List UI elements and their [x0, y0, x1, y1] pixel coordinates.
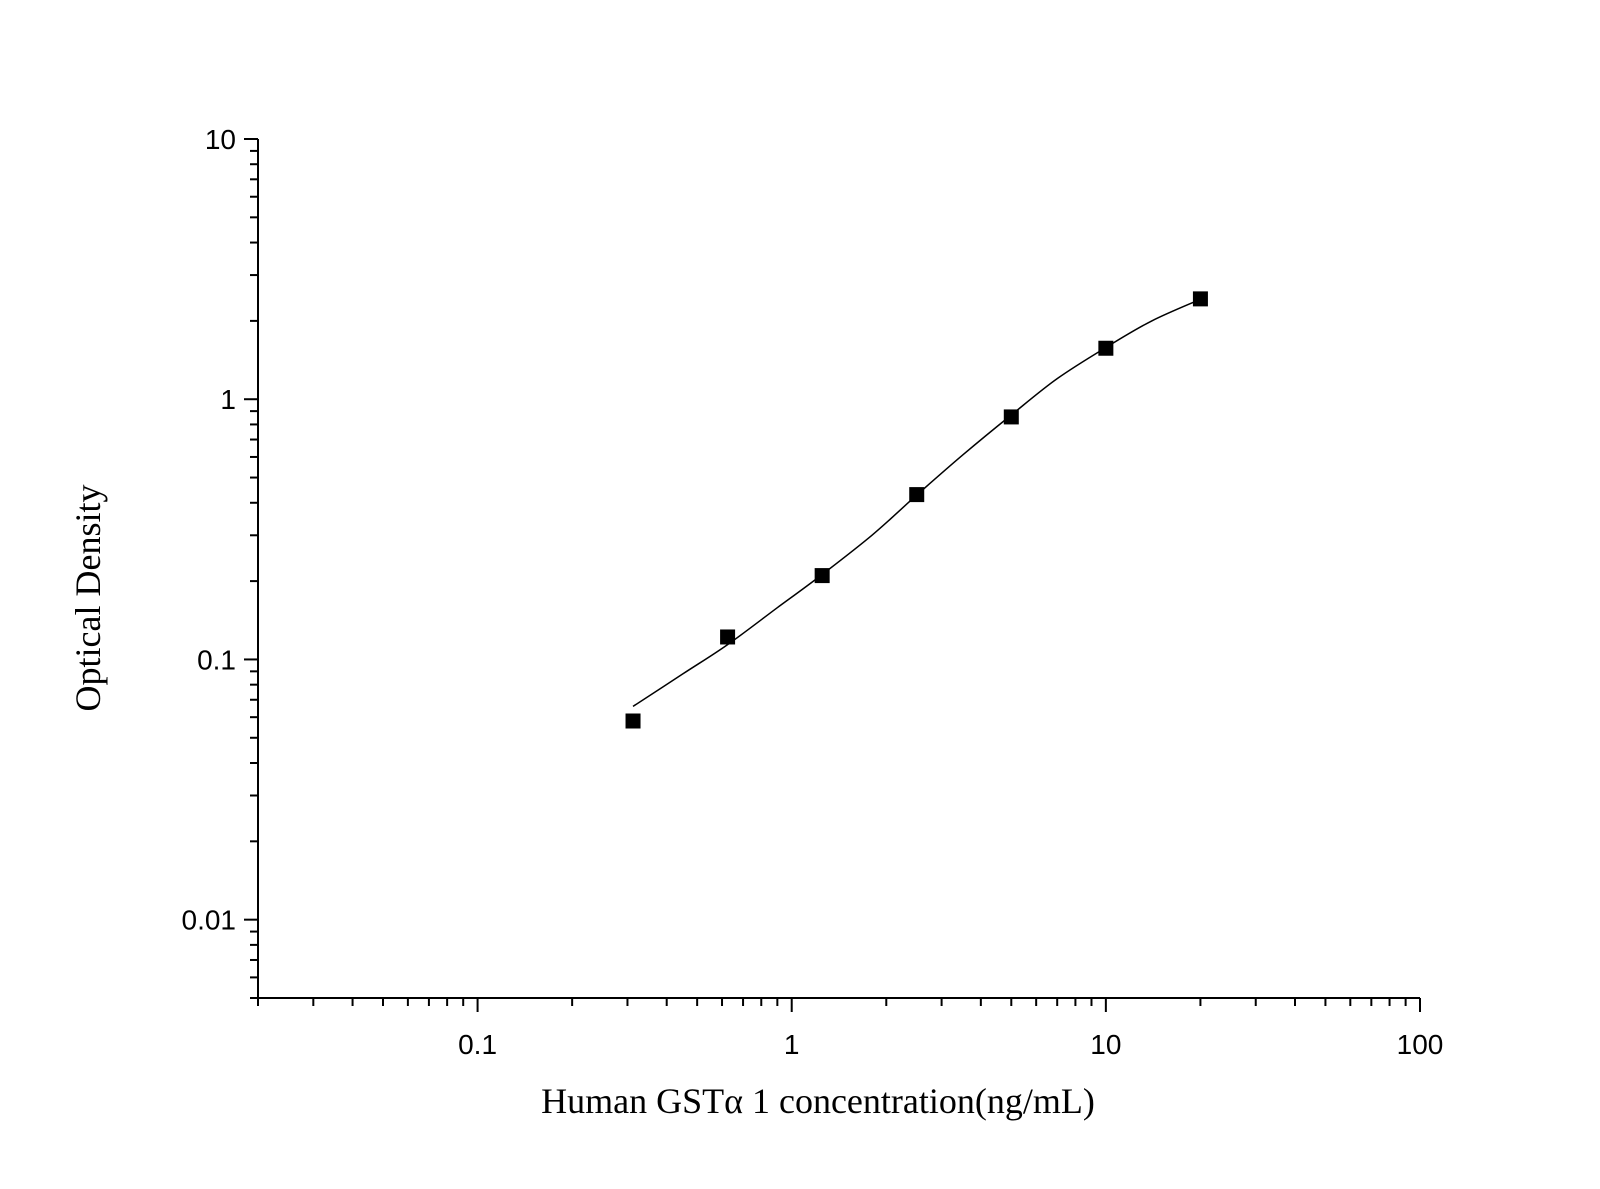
fit-curve-line — [632, 298, 1201, 708]
data-point — [1003, 409, 1019, 425]
x-tick-label: 10 — [1090, 1029, 1121, 1060]
y-tick-label: 1 — [220, 384, 236, 415]
y-axis-title: Optical Density — [68, 485, 108, 712]
x-tick-label: 0.1 — [458, 1029, 497, 1060]
x-axis-title: Human GSTα 1 concentration(ng/mL) — [541, 1081, 1095, 1121]
fit-curve-layer — [632, 298, 1201, 708]
y-tick-label: 0.1 — [197, 644, 236, 675]
y-tick-label: 10 — [205, 124, 236, 155]
data-point — [814, 568, 830, 584]
data-point — [1098, 340, 1114, 356]
tick-labels-layer: 0.1 1 10 100 0.01 0.1 1 10 — [182, 124, 1444, 1060]
y-tick-label: 0.01 — [182, 905, 237, 936]
axes — [244, 138, 1421, 1012]
data-point — [625, 713, 641, 729]
x-tick-label: 1 — [784, 1029, 800, 1060]
data-point — [909, 487, 925, 503]
data-point — [1192, 291, 1208, 307]
data-points-layer — [625, 291, 1208, 729]
data-point — [720, 629, 736, 645]
x-tick-label: 100 — [1397, 1029, 1444, 1060]
